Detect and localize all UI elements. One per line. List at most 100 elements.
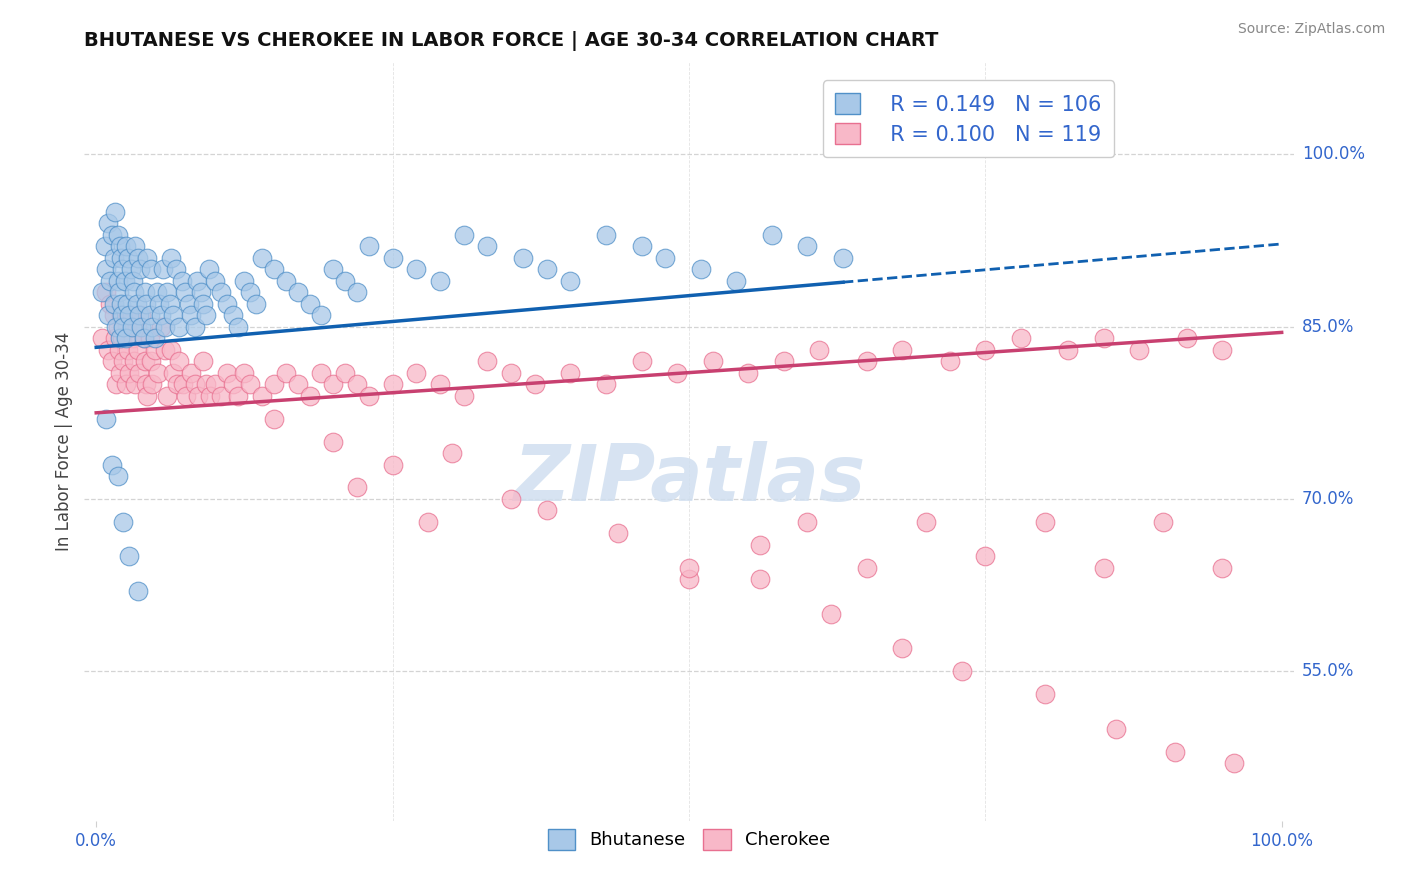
Point [165, 262, 187, 277]
Point [915, 515, 938, 529]
Point [357, 388, 380, 402]
Point [141, 377, 163, 392]
Point [136, 388, 159, 402]
Point [177, 296, 200, 310]
Point [239, 377, 262, 392]
Point [239, 285, 262, 300]
Point [263, 377, 285, 392]
Point [100, 227, 122, 242]
Point [94, 285, 117, 300]
Point [725, 274, 748, 288]
Point [195, 377, 218, 392]
Point [132, 331, 155, 345]
Point [501, 491, 523, 506]
Point [121, 319, 143, 334]
Point [170, 274, 193, 288]
Point [187, 388, 209, 402]
Point [322, 377, 344, 392]
Point [381, 458, 404, 472]
Point [108, 331, 131, 345]
Point [122, 285, 145, 300]
Point [228, 388, 250, 402]
Point [100, 354, 122, 368]
Point [453, 227, 475, 242]
Point [128, 308, 150, 322]
Point [501, 366, 523, 380]
Point [118, 549, 141, 564]
Point [560, 274, 582, 288]
Point [124, 239, 146, 253]
Point [112, 515, 135, 529]
Point [108, 239, 131, 253]
Point [287, 285, 309, 300]
Point [97, 343, 120, 357]
Point [91, 285, 114, 300]
Point [346, 285, 368, 300]
Point [111, 262, 134, 277]
Point [100, 296, 122, 310]
Point [153, 319, 176, 334]
Point [115, 331, 138, 345]
Point [855, 561, 877, 575]
Point [346, 377, 368, 392]
Point [796, 515, 818, 529]
Point [112, 319, 135, 334]
Point [298, 296, 321, 310]
Point [97, 216, 120, 230]
Point [1175, 331, 1198, 345]
Point [606, 526, 628, 541]
Text: Source: ZipAtlas.com: Source: ZipAtlas.com [1237, 22, 1385, 37]
Point [122, 274, 145, 288]
Point [97, 308, 120, 322]
Point [145, 331, 167, 345]
Point [630, 239, 652, 253]
Point [186, 274, 208, 288]
Point [145, 343, 167, 357]
Point [333, 274, 356, 288]
Point [418, 515, 440, 529]
Point [761, 227, 783, 242]
Point [115, 377, 138, 392]
Point [1092, 331, 1115, 345]
Point [180, 366, 202, 380]
Point [183, 377, 205, 392]
Point [357, 239, 380, 253]
Point [172, 377, 194, 392]
Point [121, 308, 143, 322]
Point [678, 573, 700, 587]
Point [381, 251, 404, 265]
Point [429, 274, 451, 288]
Point [114, 274, 136, 288]
Point [974, 343, 997, 357]
Point [233, 274, 256, 288]
Point [110, 296, 132, 310]
Point [221, 308, 243, 322]
Point [138, 331, 160, 345]
Point [440, 446, 463, 460]
Point [1033, 687, 1056, 701]
Point [381, 377, 404, 392]
Point [107, 319, 129, 334]
Point [107, 285, 129, 300]
Point [150, 319, 173, 334]
Point [749, 573, 772, 587]
Point [749, 538, 772, 552]
Point [215, 296, 238, 310]
Point [772, 354, 794, 368]
Point [209, 388, 232, 402]
Point [139, 354, 162, 368]
Point [477, 239, 499, 253]
Point [100, 458, 122, 472]
Point [115, 319, 138, 334]
Point [100, 274, 122, 288]
Point [523, 377, 546, 392]
Point [204, 274, 226, 288]
Point [125, 319, 148, 334]
Point [129, 308, 152, 322]
Point [112, 354, 135, 368]
Point [103, 296, 125, 310]
Point [129, 262, 152, 277]
Point [595, 377, 617, 392]
Point [796, 239, 818, 253]
Point [91, 331, 114, 345]
